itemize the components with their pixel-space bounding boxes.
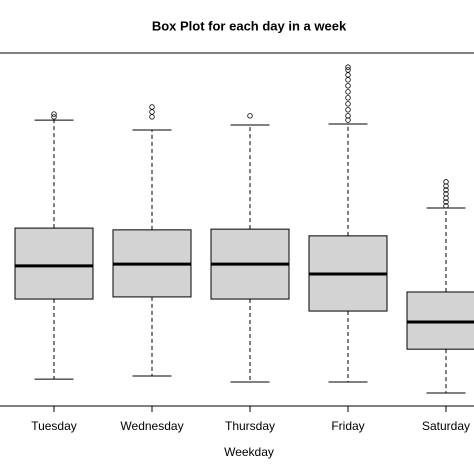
box [14,227,94,300]
outlier [345,101,351,107]
outlier [149,114,155,120]
x-tick-label: Saturday [422,419,470,433]
x-tick-label: Friday [331,419,364,433]
outlier [443,191,449,197]
outlier [443,187,449,193]
outlier [443,203,449,209]
chart-title: Box Plot for each day in a week [152,18,347,33]
outlier [51,111,57,117]
outlier [345,64,351,70]
outlier [51,114,57,120]
x-axis-label: Weekday [224,445,274,459]
outlier [345,107,351,113]
outlier [149,109,155,115]
outlier [345,95,351,101]
outlier [345,77,351,83]
outlier [443,199,449,205]
x-tick-label: Wednesday [120,419,183,433]
outlier [345,72,351,78]
outlier [345,83,351,89]
x-tick-label: Thursday [225,419,275,433]
outlier [247,113,253,119]
outlier [345,113,351,119]
outlier [345,67,351,73]
outlier [443,179,449,185]
outlier [149,104,155,110]
outlier [345,89,351,95]
x-tick-label: Tuesday [31,419,77,433]
